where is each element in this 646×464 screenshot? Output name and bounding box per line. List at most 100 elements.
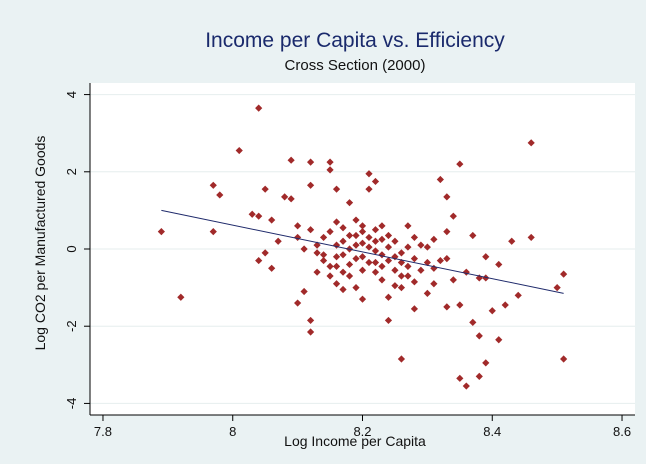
data-point [326, 228, 334, 236]
data-point [287, 195, 295, 203]
data-point [527, 233, 535, 242]
data-point [326, 272, 334, 280]
data-point [371, 268, 380, 276]
data-point [378, 262, 386, 270]
data-point [482, 274, 490, 282]
data-point [527, 139, 535, 147]
data-point [397, 258, 406, 267]
data-point [391, 237, 399, 245]
data-point [397, 355, 406, 363]
data-point [235, 146, 243, 155]
data-point [358, 222, 367, 230]
data-point [449, 276, 457, 284]
data-point [397, 272, 406, 280]
data-point [456, 374, 464, 382]
data-point [326, 158, 334, 166]
data-point [371, 247, 380, 255]
data-point [371, 258, 380, 267]
data-point [358, 239, 367, 247]
data-point [384, 243, 393, 251]
y-tick-label: 4 [64, 91, 79, 98]
data-point [365, 243, 373, 251]
data-point [456, 160, 464, 168]
data-point [456, 301, 464, 309]
data-point [209, 181, 217, 189]
data-point [332, 253, 341, 261]
data-point [410, 278, 419, 286]
data-point [475, 332, 483, 340]
data-point [345, 260, 354, 269]
data-point [469, 318, 477, 326]
x-ticks: 7.8 8 8.2 8.4 8.6 [94, 415, 631, 439]
data-point [313, 268, 321, 276]
data-point [482, 253, 490, 261]
data-point [462, 382, 470, 390]
data-point [553, 284, 561, 292]
data-point [358, 253, 367, 261]
data-point [306, 226, 315, 234]
data-point [248, 210, 256, 218]
data-point [332, 218, 341, 226]
data-point [384, 293, 393, 301]
data-point [358, 228, 367, 236]
data-point [436, 175, 444, 184]
data-point [560, 355, 568, 363]
data-point [443, 255, 451, 263]
data-point [319, 251, 328, 259]
data-point [378, 235, 386, 243]
y-tick-label: 0 [64, 245, 79, 252]
data-point [352, 216, 360, 224]
data-point [274, 237, 282, 245]
data-point [560, 270, 568, 278]
chart-title: Income per Capita vs. Efficiency [205, 29, 505, 52]
data-point [384, 316, 393, 325]
data-point [462, 268, 470, 276]
data-point [209, 228, 217, 236]
x-tick-label: 7.8 [94, 424, 112, 439]
data-point [404, 243, 412, 251]
fit-line [161, 209, 564, 294]
data-point [430, 235, 438, 243]
data-point [384, 231, 393, 240]
data-point [255, 256, 263, 265]
data-point [423, 243, 431, 251]
data-point [339, 285, 347, 294]
data-point [319, 256, 328, 265]
data-point [268, 264, 276, 272]
data-point [514, 291, 522, 299]
data-point [371, 226, 380, 234]
y-tick-label: -2 [64, 320, 79, 332]
data-points [157, 104, 568, 390]
data-point [508, 237, 516, 245]
data-point [391, 282, 399, 290]
data-point [488, 307, 496, 315]
data-point [371, 177, 380, 186]
data-point [495, 336, 503, 344]
data-point [404, 272, 412, 280]
data-point [332, 280, 341, 288]
y-ticks: -4 -2 0 2 4 [64, 91, 90, 409]
data-point [430, 264, 438, 272]
data-point [378, 222, 386, 230]
x-tick-label: 8.4 [483, 424, 501, 439]
data-point [371, 237, 380, 245]
data-point [443, 303, 451, 311]
data-point [430, 280, 438, 288]
data-point [365, 258, 373, 267]
data-point [294, 233, 302, 242]
data-point [255, 212, 263, 220]
data-point [306, 158, 315, 166]
data-point [423, 258, 431, 267]
data-point [391, 266, 399, 274]
data-point [443, 228, 451, 236]
data-point [326, 166, 334, 174]
data-point [345, 199, 354, 207]
data-point [294, 222, 302, 230]
data-point [261, 249, 269, 257]
y-tick-label: -4 [64, 398, 79, 410]
data-point [475, 372, 483, 380]
data-point [287, 156, 295, 164]
data-point [501, 301, 509, 309]
